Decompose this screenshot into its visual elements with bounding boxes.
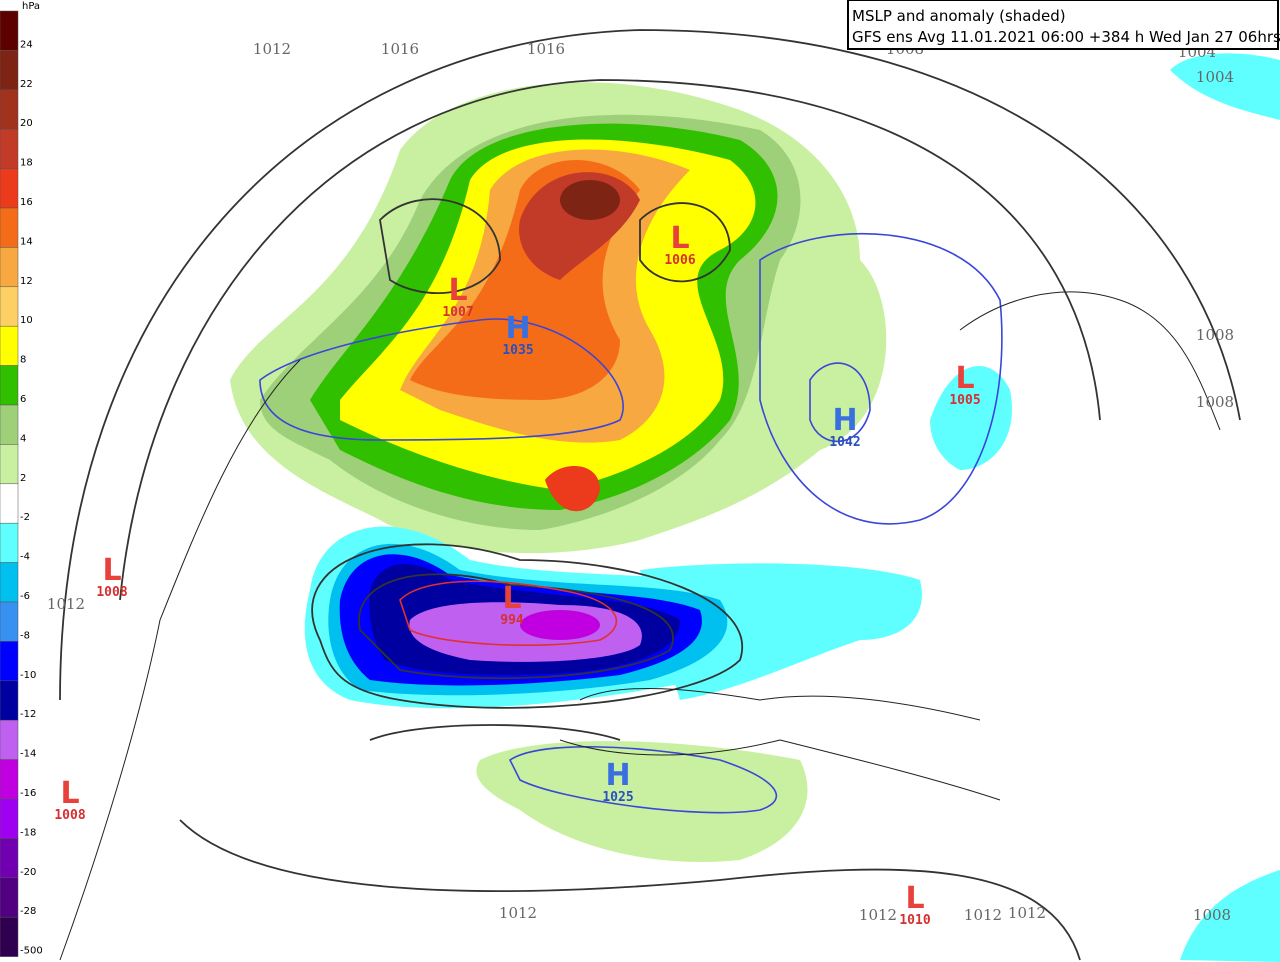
colorbar-label: 6 (20, 394, 26, 405)
colorbar-label: 20 (20, 118, 33, 129)
pressure-center-value: 994 (500, 613, 524, 628)
colorbar-band (0, 877, 19, 918)
colorbar-label: -28 (20, 906, 36, 917)
pressure-center-type: L (502, 581, 521, 616)
colorbar-label: -12 (20, 709, 36, 720)
colorbar-unit: hPa (22, 1, 40, 12)
colorbar-label: -4 (20, 552, 30, 563)
colorbar-label: -18 (20, 827, 36, 838)
colorbar-band (0, 247, 19, 288)
colorbar-label: 18 (20, 158, 33, 169)
colorbar-band (0, 444, 19, 485)
isobar-label: 1012 (253, 40, 291, 58)
colorbar-label: -14 (20, 749, 36, 760)
colorbar-label: -500 (20, 946, 43, 957)
colorbar-band (0, 10, 19, 51)
coastlines (59, 291, 1221, 961)
pressure-center-value: 1007 (442, 305, 473, 320)
isobar-label: 1004 (1196, 68, 1234, 86)
anomaly-shading (230, 53, 1280, 962)
colorbar-label: -8 (20, 630, 30, 641)
colorbar-label: 12 (20, 276, 33, 287)
colorbar-band (0, 562, 19, 603)
pressure-center-type: L (955, 361, 974, 396)
colorbar-band (0, 798, 19, 839)
colorbar-band (0, 128, 19, 169)
pressure-center-type: H (605, 758, 630, 793)
colorbar-band (0, 522, 19, 563)
pressure-center-type: L (60, 776, 79, 811)
colorbar-label: 16 (20, 197, 33, 208)
colorbar-band (0, 325, 19, 366)
isobars (59, 29, 1241, 961)
colorbar-band (0, 365, 19, 406)
colorbar-band (0, 207, 19, 248)
pressure-center-value: 1008 (54, 808, 85, 823)
colorbar-label: -16 (20, 788, 36, 799)
pressure-center-value: 1006 (664, 253, 695, 268)
isobar-label: 1012 (499, 904, 537, 922)
title-line: MSLP and anomaly (shaded) (852, 7, 1066, 25)
colorbar-label: 24 (20, 39, 33, 50)
isobar-label: 1016 (381, 40, 419, 58)
colorbar-label: -20 (20, 867, 36, 878)
isobar-label: 1012 (859, 906, 897, 924)
colorbar-band (0, 286, 19, 327)
colorbar-label: 22 (20, 79, 33, 90)
isobar-label: 1016 (527, 40, 565, 58)
pressure-center-value: 1035 (502, 343, 533, 358)
colorbar-band (0, 680, 19, 721)
pressure-center-type: L (905, 881, 924, 916)
isobar-label: 1008 (1196, 393, 1234, 411)
pressure-center-type: H (832, 403, 857, 438)
pressure-center-value: 1008 (96, 585, 127, 600)
pressure-center-type: H (505, 311, 530, 346)
isobar-label: 1008 (1193, 906, 1231, 924)
colorbar-label: 4 (20, 433, 26, 444)
isobar-label: 1012 (47, 595, 85, 613)
colorbar-band (0, 50, 19, 91)
title-line: GFS ens Avg 11.01.2021 06:00 +384 h Wed … (852, 28, 1280, 46)
isobar-label: 1008 (1196, 326, 1234, 344)
pressure-center-type: L (448, 273, 467, 308)
pressure-center-type: L (102, 553, 121, 588)
colorbar-label: -2 (20, 512, 30, 523)
colorbar-label: -6 (20, 591, 30, 602)
colorbar-band (0, 168, 19, 209)
pressure-center-value: 1005 (949, 393, 980, 408)
colorbar-band (0, 719, 19, 760)
colorbar-label: 8 (20, 355, 26, 366)
colorbar-label: 10 (20, 315, 33, 326)
pressure-center-value: 1010 (899, 913, 930, 928)
colorbar-label: -10 (20, 670, 36, 681)
colorbar-band (0, 601, 19, 642)
colorbar-band (0, 483, 19, 524)
colorbar: hPa 24 22 20 18 16 14 12 10 8 6 4 2 -2 -4 -6 -8 -10 -12 -14… (0, 0, 50, 962)
pressure-center-value: 1042 (829, 435, 860, 450)
pressure-center-value: 1025 (602, 790, 633, 805)
colorbar-band (0, 404, 19, 445)
colorbar-band (0, 838, 19, 879)
pressure-center-type: L (670, 221, 689, 256)
colorbar-band (0, 641, 19, 682)
title-box (847, 0, 1279, 50)
colorbar-band (0, 759, 19, 800)
colorbar-band (0, 89, 19, 130)
isobar-label: 1012 (964, 906, 1002, 924)
isobar-label: 1012 (1008, 904, 1046, 922)
colorbar-band (0, 916, 19, 957)
colorbar-label: 2 (20, 473, 26, 484)
colorbar-label: 14 (20, 236, 33, 247)
